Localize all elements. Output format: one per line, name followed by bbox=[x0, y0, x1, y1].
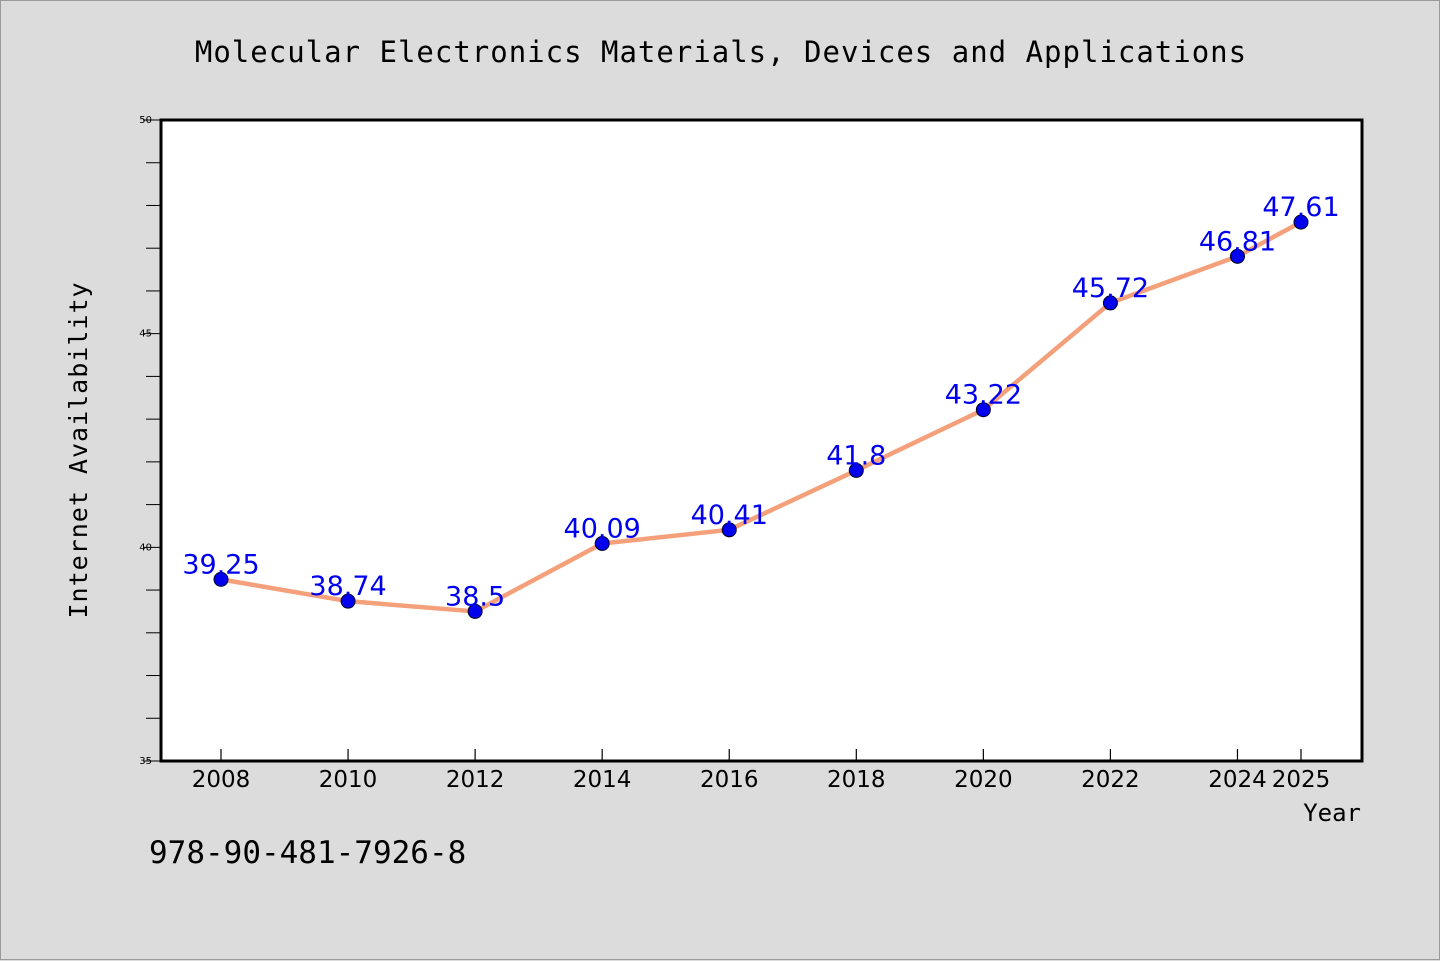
x-tick-label: 2025 bbox=[1272, 767, 1331, 793]
data-label: 39.25 bbox=[182, 549, 259, 580]
data-label: 38.5 bbox=[445, 581, 505, 612]
chart-title: Molecular Electronics Materials, Devices… bbox=[194, 35, 1248, 69]
y-tick-label: 35 bbox=[139, 756, 152, 767]
data-point bbox=[213, 571, 229, 587]
data-label: 43.22 bbox=[945, 380, 1022, 411]
series-line bbox=[218, 219, 1304, 614]
data-point bbox=[467, 603, 483, 619]
y-tick-label: 40 bbox=[139, 542, 152, 553]
x-tick-label: 2016 bbox=[700, 767, 759, 793]
data-label: 47.61 bbox=[1262, 192, 1339, 223]
data-label: 46.81 bbox=[1199, 226, 1276, 257]
x-tick-label: 2008 bbox=[192, 767, 251, 793]
data-label: 40.41 bbox=[691, 500, 768, 531]
data-point bbox=[975, 402, 991, 418]
y-axis-label: Internet Availability bbox=[64, 281, 93, 618]
x-tick-label: 2018 bbox=[827, 767, 886, 793]
x-tick-label: 2024 bbox=[1208, 767, 1267, 793]
data-point bbox=[1102, 295, 1118, 311]
data-label: 41.8 bbox=[826, 440, 886, 471]
y-tick-label: 45 bbox=[139, 329, 152, 340]
data-point bbox=[721, 522, 737, 538]
data-label: 40.09 bbox=[564, 513, 641, 544]
data-label: 45.72 bbox=[1072, 273, 1149, 304]
x-tick-label: 2022 bbox=[1081, 767, 1140, 793]
x-tick-label: 2010 bbox=[319, 767, 378, 793]
x-axis-ticks: 2008 2010 2012 2014 2016 2018 2020 2022 2024 2025 bbox=[192, 749, 1331, 793]
series-layer: 39.25 38.74 38.5 40.09 40.41 41.8 43.22 45.72 46… bbox=[182, 192, 1340, 619]
data-point bbox=[1229, 248, 1245, 264]
data-point bbox=[594, 535, 610, 551]
x-tick-label: 2012 bbox=[446, 767, 505, 793]
data-point bbox=[848, 462, 864, 478]
data-point bbox=[340, 593, 356, 609]
y-tick-label: 50 bbox=[139, 115, 152, 126]
x-tick-label: 2014 bbox=[573, 767, 632, 793]
y-axis-ticks: 35 40 45 50 bbox=[139, 115, 160, 767]
x-tick-label: 2020 bbox=[954, 767, 1013, 793]
isbn-text: 978-90-481-7926-8 bbox=[149, 835, 467, 871]
data-point bbox=[1293, 214, 1309, 230]
x-axis-label: Year bbox=[1303, 799, 1361, 827]
plot-area bbox=[159, 118, 1364, 763]
data-label: 38.74 bbox=[309, 571, 386, 602]
